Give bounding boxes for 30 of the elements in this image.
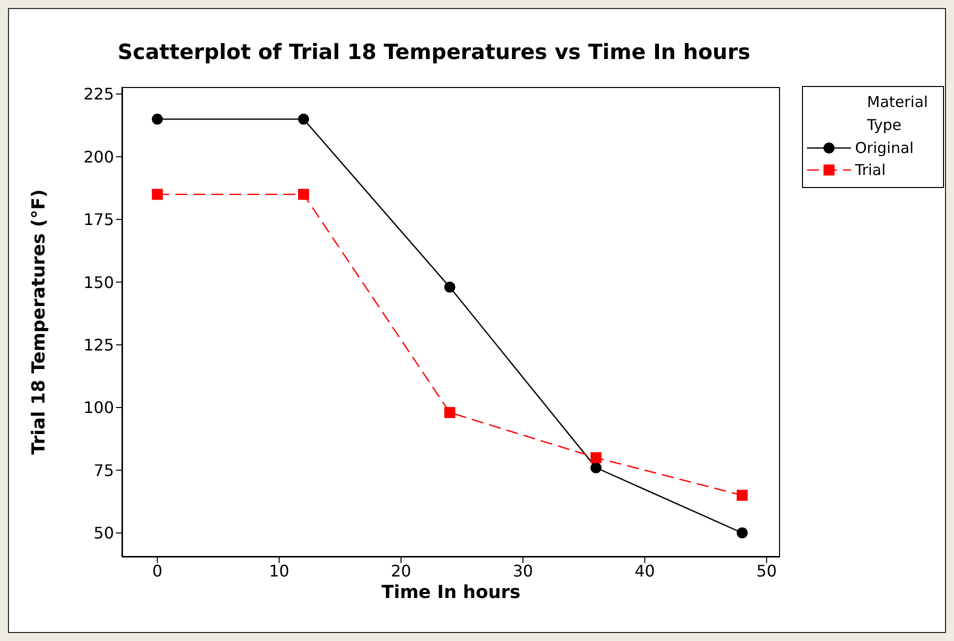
legend-label: Original xyxy=(855,139,914,157)
x-tick-label: 20 xyxy=(390,561,412,580)
x-tick-label: 30 xyxy=(512,561,534,580)
y-tick-label: 175 xyxy=(83,210,114,230)
y-axis-title: Trial 18 Temperatures (°F) xyxy=(28,189,50,455)
point xyxy=(298,188,310,200)
point xyxy=(736,527,748,538)
y-tick-label: 75 xyxy=(94,460,114,480)
y-tick-label: 200 xyxy=(83,147,114,166)
x-tick-label: 10 xyxy=(269,561,290,580)
point xyxy=(444,282,456,293)
point xyxy=(152,114,163,125)
chart-title: Scatterplot of Trial 18 Temperatures vs Time In hours xyxy=(116,40,752,64)
point xyxy=(444,407,456,418)
x-axis-title: Time In hours xyxy=(381,582,521,603)
y-tick-label: 100 xyxy=(83,398,114,418)
point xyxy=(152,188,163,200)
point xyxy=(736,490,748,501)
point xyxy=(590,462,602,474)
x-tick-label: 50 xyxy=(756,561,777,580)
y-tick-label: 125 xyxy=(83,336,114,355)
legend-label: Trial xyxy=(855,161,886,179)
point xyxy=(298,114,310,125)
point xyxy=(590,452,602,464)
x-tick-label: 40 xyxy=(634,561,655,580)
legend-title: Material Type xyxy=(866,92,929,136)
x-tick-label: 0 xyxy=(152,561,162,580)
y-tick-label: 150 xyxy=(83,272,114,292)
y-tick-label: 50 xyxy=(94,524,114,543)
y-tick-label: 225 xyxy=(83,84,114,104)
